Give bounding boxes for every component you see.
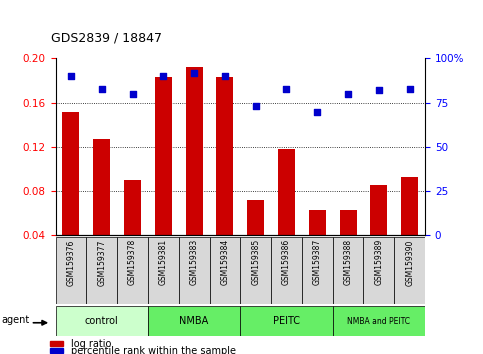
Bar (278, 149, 295, 235)
Bar (364, 237, 394, 304)
Point (159, 73, 167, 79)
Bar (333, 306, 425, 336)
Point (221, 73, 229, 79)
Text: GSM159377: GSM159377 (97, 239, 106, 286)
Bar (148, 306, 241, 336)
Point (344, 91, 352, 97)
Bar (124, 180, 141, 235)
Bar (340, 210, 356, 235)
Text: GSM159381: GSM159381 (159, 239, 168, 285)
Bar (216, 77, 233, 235)
Point (283, 86, 290, 91)
Text: log ratio: log ratio (71, 338, 111, 349)
Text: GSM159390: GSM159390 (405, 239, 414, 286)
Text: GSM159385: GSM159385 (251, 239, 260, 285)
Text: GSM159386: GSM159386 (282, 239, 291, 285)
Bar (56, 237, 86, 304)
Point (313, 109, 321, 114)
Bar (370, 184, 387, 235)
Bar (240, 306, 333, 336)
Bar (333, 237, 364, 304)
Bar (62, 112, 79, 235)
Point (406, 86, 413, 91)
Bar (148, 237, 179, 304)
Bar (394, 237, 425, 304)
Bar (93, 139, 110, 235)
Point (252, 103, 259, 109)
Bar (50, 341, 63, 346)
Bar (309, 210, 326, 235)
Text: agent: agent (1, 315, 29, 325)
Bar (247, 200, 264, 235)
Point (67, 73, 75, 79)
Text: GSM159383: GSM159383 (190, 239, 199, 285)
Bar (401, 177, 418, 235)
Bar (240, 237, 271, 304)
Bar (56, 306, 148, 336)
Bar (117, 237, 148, 304)
Text: GSM159388: GSM159388 (343, 239, 353, 285)
Bar (155, 77, 172, 235)
Bar (271, 237, 302, 304)
Text: GSM159376: GSM159376 (67, 239, 75, 286)
Text: GSM159389: GSM159389 (374, 239, 384, 285)
Text: PEITC: PEITC (273, 316, 300, 326)
Bar (86, 237, 117, 304)
Point (128, 91, 136, 97)
Text: control: control (85, 316, 119, 326)
Point (98, 86, 106, 91)
Point (375, 87, 383, 93)
Text: NMBA: NMBA (180, 316, 209, 326)
Text: NMBA and PEITC: NMBA and PEITC (347, 317, 411, 326)
Bar (179, 237, 210, 304)
Text: GSM159387: GSM159387 (313, 239, 322, 285)
Bar (185, 67, 202, 235)
Bar (210, 237, 240, 304)
Bar (302, 237, 333, 304)
Text: GSM159378: GSM159378 (128, 239, 137, 285)
Point (190, 70, 198, 75)
Bar (50, 348, 63, 353)
Text: percentile rank within the sample: percentile rank within the sample (71, 346, 236, 354)
Text: GDS2839 / 18847: GDS2839 / 18847 (51, 31, 162, 44)
Text: GSM159384: GSM159384 (220, 239, 229, 285)
